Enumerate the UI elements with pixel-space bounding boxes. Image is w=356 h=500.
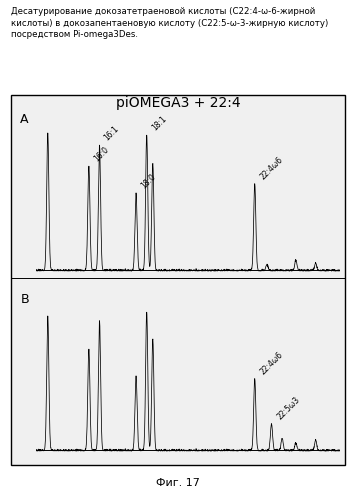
Text: piOMEGA3 + 22:4: piOMEGA3 + 22:4 xyxy=(116,96,240,110)
Text: 22:4ω6: 22:4ω6 xyxy=(259,156,285,182)
Text: B: B xyxy=(20,293,29,306)
Text: Фиг. 17: Фиг. 17 xyxy=(156,478,200,488)
Text: 18:0: 18:0 xyxy=(139,172,157,191)
Text: A: A xyxy=(20,114,29,126)
Text: 16:0: 16:0 xyxy=(92,146,110,164)
Text: 18:1: 18:1 xyxy=(151,114,169,132)
Text: Десатурирование докозатетраеновой кислоты (С22:4-ω-6-жирной
кислоты) в докозапен: Десатурирование докозатетраеновой кислот… xyxy=(11,8,328,38)
Text: 22:4ω6: 22:4ω6 xyxy=(259,350,285,376)
Text: 22:5ω3: 22:5ω3 xyxy=(276,395,302,421)
Text: 16:1: 16:1 xyxy=(103,124,121,143)
